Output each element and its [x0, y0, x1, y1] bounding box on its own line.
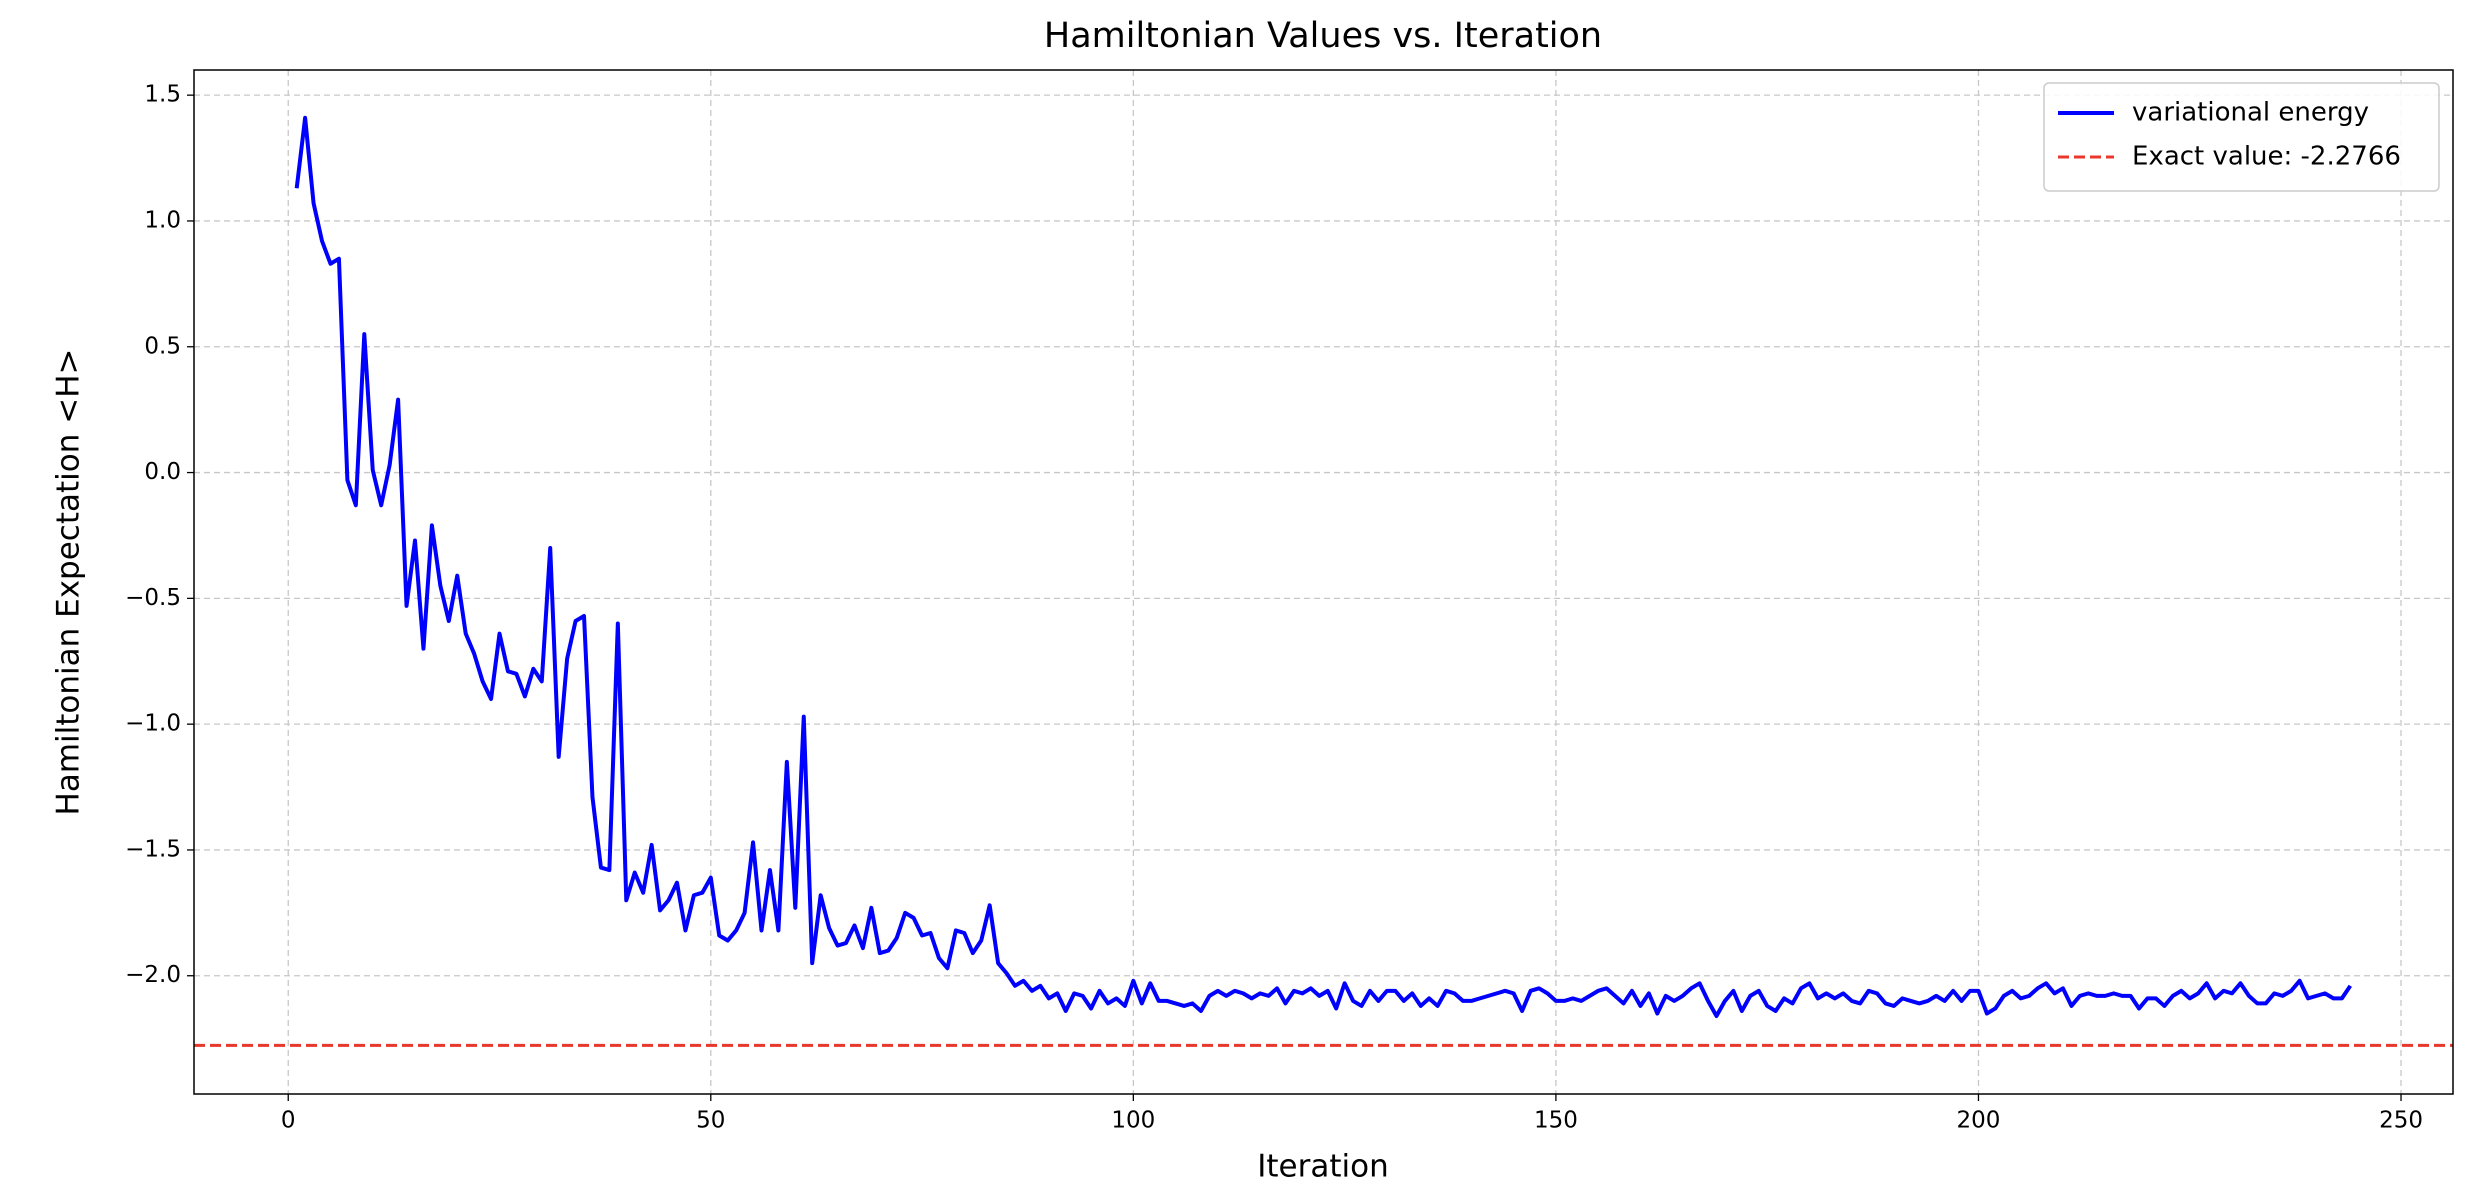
x-tick-label: 150 — [1534, 1108, 1578, 1134]
chart-title: Hamiltonian Values vs. Iteration — [1044, 16, 1602, 56]
x-tick-label: 200 — [1957, 1108, 2001, 1134]
y-tick-label: 0.0 — [144, 459, 181, 485]
y-axis-label: Hamiltonian Expectation <H> — [51, 349, 87, 816]
x-tick-label: 100 — [1111, 1108, 1155, 1134]
data-line — [294, 115, 2352, 1018]
y-tick-label: −0.5 — [125, 585, 181, 611]
x-axis-label: Iteration — [1257, 1149, 1389, 1185]
legend-label: variational energy — [2132, 98, 2369, 128]
y-tick-label: 0.5 — [144, 333, 181, 359]
x-tick-label: 250 — [2379, 1108, 2423, 1134]
y-tick-label: 1.5 — [144, 82, 181, 108]
y-tick-label: −1.5 — [125, 836, 181, 862]
legend-label: Exact value: -2.2766 — [2132, 142, 2401, 172]
y-tick-label: 1.0 — [144, 207, 181, 233]
x-tick-label: 0 — [281, 1108, 296, 1134]
legend: variational energy Exact value: -2.2766 — [2043, 82, 2440, 192]
plot-frame — [193, 69, 2454, 1095]
x-tick-label: 50 — [696, 1108, 725, 1134]
y-tick-label: −2.0 — [125, 962, 181, 988]
legend-box — [2043, 82, 2440, 192]
y-tick-label: −1.0 — [125, 711, 181, 737]
